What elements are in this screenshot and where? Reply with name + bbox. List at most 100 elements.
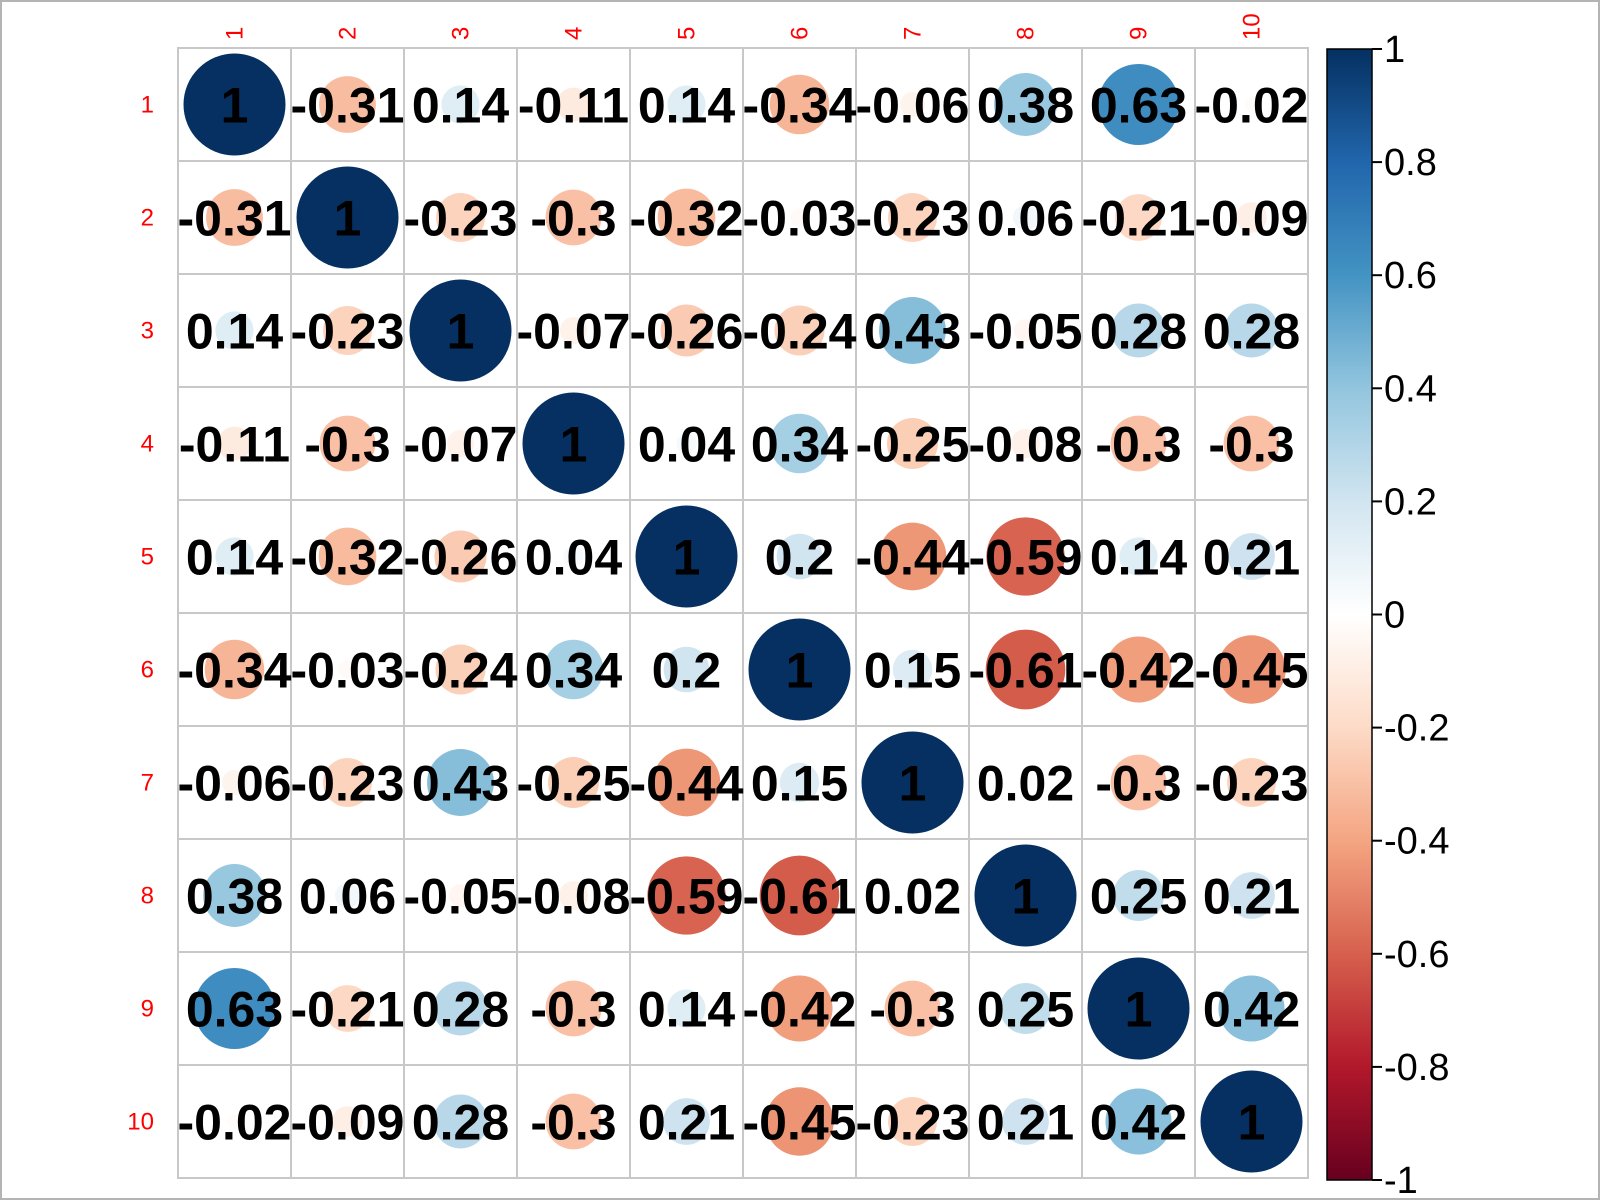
corr-circle-3-4 bbox=[560, 317, 587, 344]
value-label-8-8: 1 bbox=[1012, 869, 1040, 925]
value-label-8-5: -0.59 bbox=[630, 869, 744, 925]
corr-circle-4-2 bbox=[319, 415, 376, 472]
corr-circle-3-1 bbox=[215, 311, 254, 350]
value-label-5-9: 0.14 bbox=[1090, 530, 1188, 586]
corr-circle-4-7 bbox=[887, 418, 938, 469]
value-label-9-7: -0.3 bbox=[869, 982, 955, 1038]
corr-circle-6-4 bbox=[543, 639, 604, 700]
value-label-8-1: 0.38 bbox=[186, 869, 283, 925]
corr-circle-5-7 bbox=[878, 522, 947, 591]
corr-circle-5-8 bbox=[986, 517, 1065, 596]
corr-circle-10-1 bbox=[227, 1114, 242, 1129]
corr-circle-3-6 bbox=[774, 305, 825, 356]
corr-circle-9-7 bbox=[884, 980, 941, 1037]
value-label-3-2: -0.23 bbox=[291, 304, 405, 360]
corr-circle-3-7 bbox=[879, 297, 946, 364]
corr-circle-1-6 bbox=[769, 74, 830, 135]
corr-circle-6-10 bbox=[1217, 635, 1286, 704]
value-label-7-3: 0.43 bbox=[412, 756, 509, 812]
value-label-1-3: 0.14 bbox=[412, 78, 510, 134]
corr-circle-7-2 bbox=[323, 758, 372, 807]
col-label-1: 1 bbox=[222, 27, 249, 40]
value-label-1-4: -0.11 bbox=[518, 78, 629, 134]
value-label-3-10: 0.28 bbox=[1203, 304, 1300, 360]
corr-circle-6-9 bbox=[1105, 636, 1172, 703]
value-label-6-8: -0.61 bbox=[969, 643, 1083, 699]
value-label-9-10: 0.42 bbox=[1203, 982, 1300, 1038]
value-label-8-3: -0.05 bbox=[404, 869, 518, 925]
value-label-10-8: 0.21 bbox=[977, 1095, 1074, 1151]
value-label-7-9: -0.3 bbox=[1095, 756, 1181, 812]
colorbar-tick-label: 1 bbox=[1384, 29, 1405, 71]
corr-circle-10-5 bbox=[663, 1098, 710, 1145]
corr-circle-5-2 bbox=[318, 527, 377, 586]
corr-circle-7-7 bbox=[861, 731, 964, 834]
value-label-10-5: 0.21 bbox=[638, 1095, 735, 1151]
corr-circle-10-9 bbox=[1105, 1088, 1172, 1155]
value-label-5-5: 1 bbox=[673, 530, 701, 586]
value-label-4-2: -0.3 bbox=[304, 417, 390, 473]
corr-circle-9-9 bbox=[1087, 957, 1190, 1060]
value-label-2-8: 0.06 bbox=[977, 191, 1074, 247]
value-label-4-8: -0.08 bbox=[969, 417, 1083, 473]
corr-circle-8-2 bbox=[335, 883, 360, 908]
row-label-1: 1 bbox=[141, 92, 154, 119]
colorbar-tick-label: 0.4 bbox=[1384, 368, 1437, 410]
col-label-3: 3 bbox=[448, 27, 475, 40]
corr-circle-1-5 bbox=[667, 85, 706, 124]
value-label-1-8: 0.38 bbox=[977, 78, 1074, 134]
value-label-4-9: -0.3 bbox=[1095, 417, 1181, 473]
value-label-8-4: -0.08 bbox=[517, 869, 631, 925]
corr-circle-8-3 bbox=[449, 884, 472, 907]
corr-circle-1-8 bbox=[994, 73, 1057, 136]
corr-circle-9-3 bbox=[433, 981, 488, 1036]
corr-circle-2-10 bbox=[1236, 202, 1267, 233]
colorbar-tick-label: 0 bbox=[1384, 595, 1405, 637]
colorbar-tick-label: -0.2 bbox=[1384, 708, 1449, 750]
corr-circle-2-1 bbox=[206, 189, 263, 246]
value-label-6-1: -0.34 bbox=[178, 643, 292, 699]
value-label-10-6: -0.45 bbox=[743, 1095, 857, 1151]
corr-circle-6-5 bbox=[663, 646, 710, 693]
corr-circle-2-3 bbox=[436, 193, 485, 242]
corr-circle-1-9 bbox=[1098, 64, 1179, 145]
corr-circle-7-5 bbox=[652, 748, 721, 817]
corr-circle-3-9 bbox=[1111, 303, 1166, 358]
value-label-5-8: -0.59 bbox=[969, 530, 1083, 586]
corr-circle-8-5 bbox=[647, 856, 726, 935]
row-label-5: 5 bbox=[141, 544, 154, 571]
corr-circle-8-4 bbox=[559, 881, 588, 910]
corr-circle-5-9 bbox=[1119, 537, 1158, 576]
corr-circle-6-2 bbox=[338, 660, 357, 679]
value-label-4-7: -0.25 bbox=[856, 417, 970, 473]
value-label-4-4: 1 bbox=[560, 417, 588, 473]
value-label-7-6: 0.15 bbox=[751, 756, 848, 812]
corr-circle-7-3 bbox=[427, 749, 494, 816]
colorbar-tick-label: -0.6 bbox=[1384, 934, 1449, 976]
value-label-10-1: -0.02 bbox=[178, 1095, 292, 1151]
corr-circle-3-2 bbox=[323, 306, 372, 355]
col-label-5: 5 bbox=[674, 27, 701, 40]
corr-circle-3-5 bbox=[660, 304, 713, 357]
corr-circle-10-3 bbox=[433, 1094, 488, 1149]
value-label-9-4: -0.3 bbox=[530, 982, 616, 1038]
value-label-4-10: -0.3 bbox=[1208, 417, 1294, 473]
corr-circle-7-9 bbox=[1110, 754, 1167, 811]
col-label-7: 7 bbox=[900, 27, 927, 40]
value-label-2-1: -0.31 bbox=[178, 191, 292, 247]
corr-circle-1-3 bbox=[441, 85, 480, 124]
value-label-6-9: -0.42 bbox=[1082, 643, 1196, 699]
value-label-7-1: -0.06 bbox=[178, 756, 292, 812]
corr-circle-8-9 bbox=[1113, 870, 1164, 921]
value-label-6-2: -0.03 bbox=[291, 643, 405, 699]
value-label-10-4: -0.3 bbox=[530, 1095, 616, 1151]
value-label-4-3: -0.07 bbox=[404, 417, 518, 473]
value-label-1-2: -0.31 bbox=[291, 78, 405, 134]
row-label-2: 2 bbox=[141, 205, 154, 232]
value-label-2-2: 1 bbox=[334, 191, 362, 247]
corr-circle-6-7 bbox=[892, 649, 933, 690]
value-label-2-6: -0.03 bbox=[743, 191, 857, 247]
colorbar-tick-label: 0.2 bbox=[1384, 481, 1437, 523]
corr-circle-5-5 bbox=[635, 505, 738, 608]
colorbar-tick-label: 0.6 bbox=[1384, 255, 1437, 297]
